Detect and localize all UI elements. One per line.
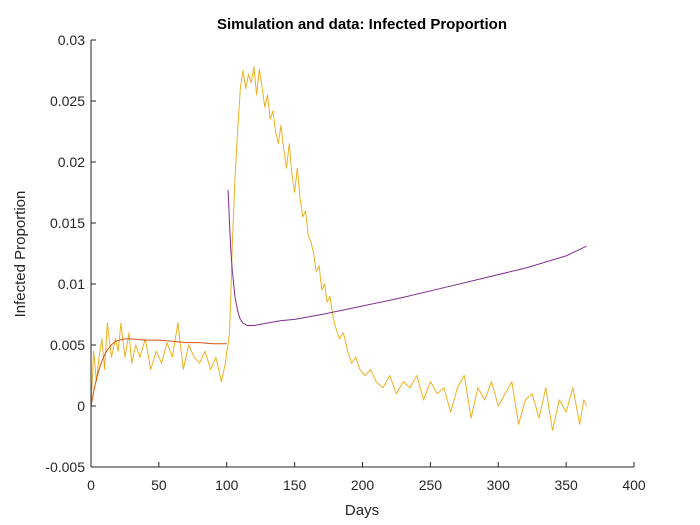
x-tick-label: 400 (622, 477, 646, 493)
series-line-simulation-before (90, 338, 227, 407)
y-axis-label: Infected Proportion (12, 191, 29, 318)
y-tick-label: 0.025 (50, 93, 85, 109)
x-tick-label: 0 (87, 477, 95, 493)
x-axis-label: Days (345, 502, 379, 519)
series-line-simulation-after (227, 190, 587, 326)
series-line-data (90, 66, 587, 431)
x-tick-label: 250 (419, 477, 443, 493)
ticks-layer: 0 50 100 150 200 250 300 350 400-0.00500.0050.01… (45, 32, 646, 493)
y-tick-label: 0.02 (58, 154, 85, 170)
y-tick-label: 0 (77, 398, 85, 414)
y-tick-label: 0.03 (58, 32, 85, 48)
y-tick-label: 0.005 (50, 337, 85, 353)
y-tick-label: 0.01 (58, 276, 85, 292)
y-tick-label: 0.015 (50, 215, 85, 231)
chart-title: Simulation and data: Infected Proportion (217, 16, 507, 33)
x-tick-label: 150 (283, 477, 307, 493)
x-tick-label: 50 (151, 477, 167, 493)
x-tick-label: 100 (215, 477, 239, 493)
series-layer (90, 66, 587, 431)
x-tick-label: 200 (351, 477, 375, 493)
x-tick-label: 300 (487, 477, 511, 493)
x-tick-label: 350 (554, 477, 578, 493)
y-tick-label: -0.005 (45, 459, 85, 475)
axes-layer (90, 40, 634, 468)
